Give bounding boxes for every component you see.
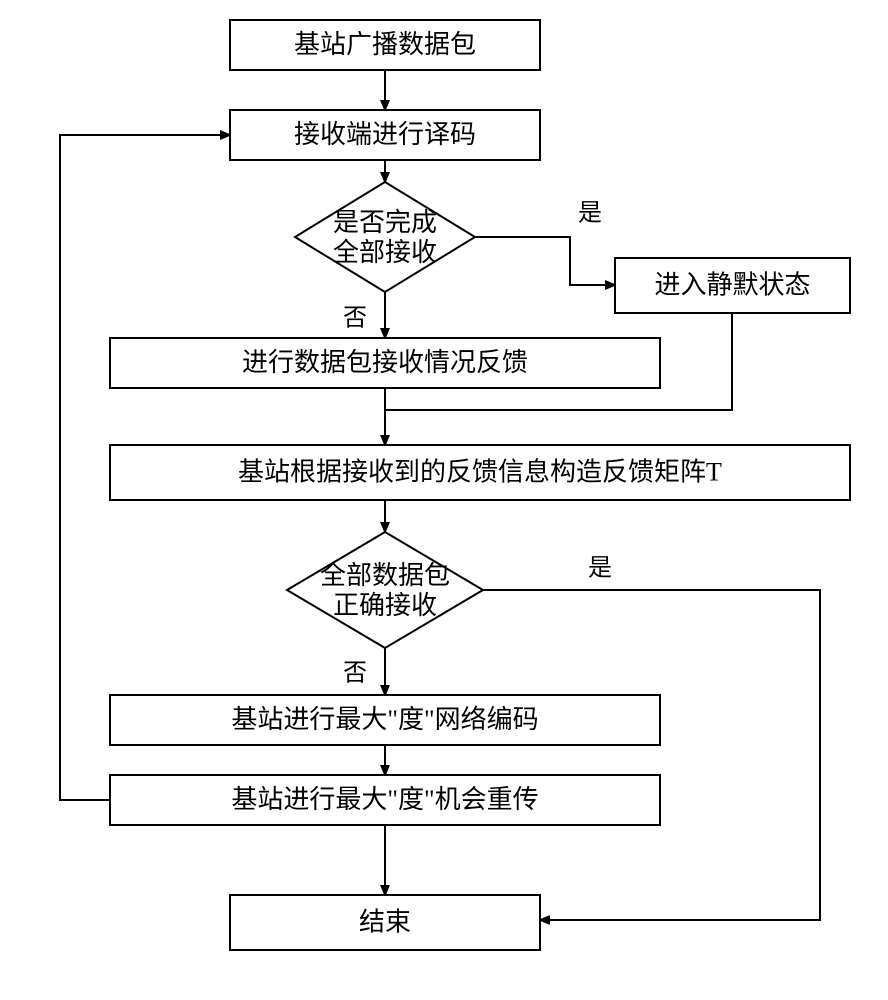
- edge-label: 是: [588, 556, 612, 582]
- flow-node-label: 基站进行最大"度"机会重传: [231, 785, 538, 814]
- flow-node-label: 接收端进行译码: [294, 120, 476, 149]
- edge-label: 否: [343, 306, 367, 332]
- flow-node-label: 基站广播数据包: [294, 30, 476, 59]
- flow-node-label: 基站根据接收到的反馈信息构造反馈矩阵T: [238, 457, 722, 486]
- flow-decision-label: 是否完成: [333, 208, 437, 237]
- edge-label: 否: [343, 661, 367, 687]
- flow-decision-label: 全部数据包: [320, 561, 450, 590]
- flow-node-label: 进入静默状态: [654, 270, 810, 299]
- flow-decision-label: 全部接收: [333, 238, 437, 267]
- flow-decision-label: 正确接收: [333, 591, 437, 620]
- edge-label: 是: [578, 201, 602, 227]
- flow-node-label: 基站进行最大"度"网络编码: [231, 705, 538, 734]
- flow-node-label: 进行数据包接收情况反馈: [242, 348, 528, 377]
- flow-node-label: 结束: [359, 907, 411, 936]
